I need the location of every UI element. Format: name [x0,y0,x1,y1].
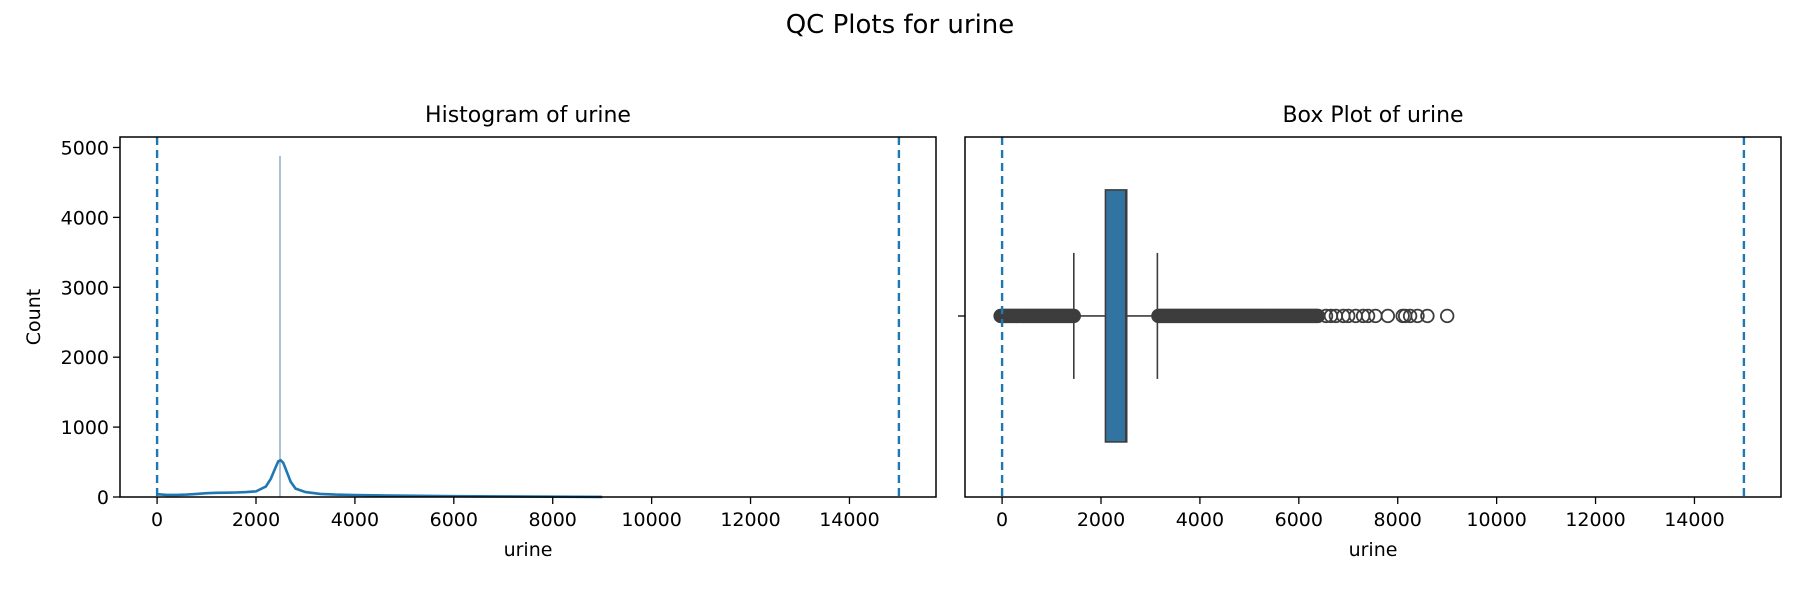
boxplot-x-tick-label: 8000 [1374,509,1422,531]
boxplot-x-tick-label: 12000 [1565,509,1625,531]
histogram-y-axis-label: Count [23,289,45,345]
boxplot-plot-area [993,137,1746,497]
histogram-plot-area [155,137,901,499]
histogram-frame [119,136,937,498]
boxplot-title: Box Plot of urine [1282,103,1463,128]
boxplot-outlier [1402,308,1418,324]
boxplot-x-tick-label: 14000 [1664,509,1724,531]
histogram-x-tick-label: 12000 [720,509,780,531]
boxplot-x-axis-label: urine [1349,539,1398,561]
boxplot-outlier [1410,308,1425,324]
boxplot-x-tick-label: 0 [996,509,1008,531]
boxplot-outlier [1380,308,1396,324]
boxplot-x-ticks: 0 2000 4000 6000 8000 10000 12000 14000 [996,497,1725,531]
boxplot-x-tick-label: 4000 [1176,509,1224,531]
histogram-y-tick-label: 3000 [61,277,109,299]
boxplot-outlier [1341,308,1356,324]
histogram-x-axis-label: urine [504,539,553,561]
histogram-x-ticks: 0 2000 4000 6000 8000 10000 12000 14000 [151,497,880,531]
boxplot-outlier [1420,308,1435,324]
histogram-x-tick-label: 4000 [331,509,379,531]
boxplot-outlier [1318,308,1334,324]
boxplot-x-tick-label: 10000 [1466,509,1526,531]
boxplot-outlier [1360,308,1376,324]
boxplot-outlier [1348,308,1363,324]
boxplot-panel: Box Plot of urine 0 2000 4000 6000 8000 10000… [958,103,1782,561]
histogram-panel: Histogram of urine 0 2000 4000 6000 8000 1000… [23,103,937,561]
histogram-y-tick-label: 2000 [61,347,109,369]
histogram-y-tick-label: 1000 [61,417,109,439]
boxplot-outlier [1439,308,1455,324]
boxplot-x-tick-label: 6000 [1275,509,1323,531]
histogram-x-tick-label: 0 [151,509,163,531]
boxplot-box [1104,189,1128,443]
histogram-x-tick-label: 6000 [430,509,478,531]
histogram-x-tick-label: 10000 [621,509,681,531]
histogram-y-tick-label: 0 [97,487,109,509]
boxplot-outlier [1368,308,1383,324]
boxplot-outlier [1066,308,1082,324]
histogram-kde-line [157,458,603,499]
histogram-bar [279,155,281,497]
boxplot-frame [964,136,1782,498]
histogram-title: Histogram of urine [425,103,631,128]
histogram-y-tick-label: 4000 [61,207,109,229]
histogram-y-ticks: 0 1000 2000 3000 4000 5000 [61,137,120,509]
histogram-x-tick-label: 2000 [232,509,280,531]
histogram-x-tick-label: 8000 [529,509,577,531]
histogram-y-tick-label: 5000 [61,137,109,159]
figure-title: QC Plots for urine [786,10,1015,40]
boxplot-x-tick-label: 2000 [1077,509,1125,531]
histogram-x-tick-label: 14000 [819,509,879,531]
